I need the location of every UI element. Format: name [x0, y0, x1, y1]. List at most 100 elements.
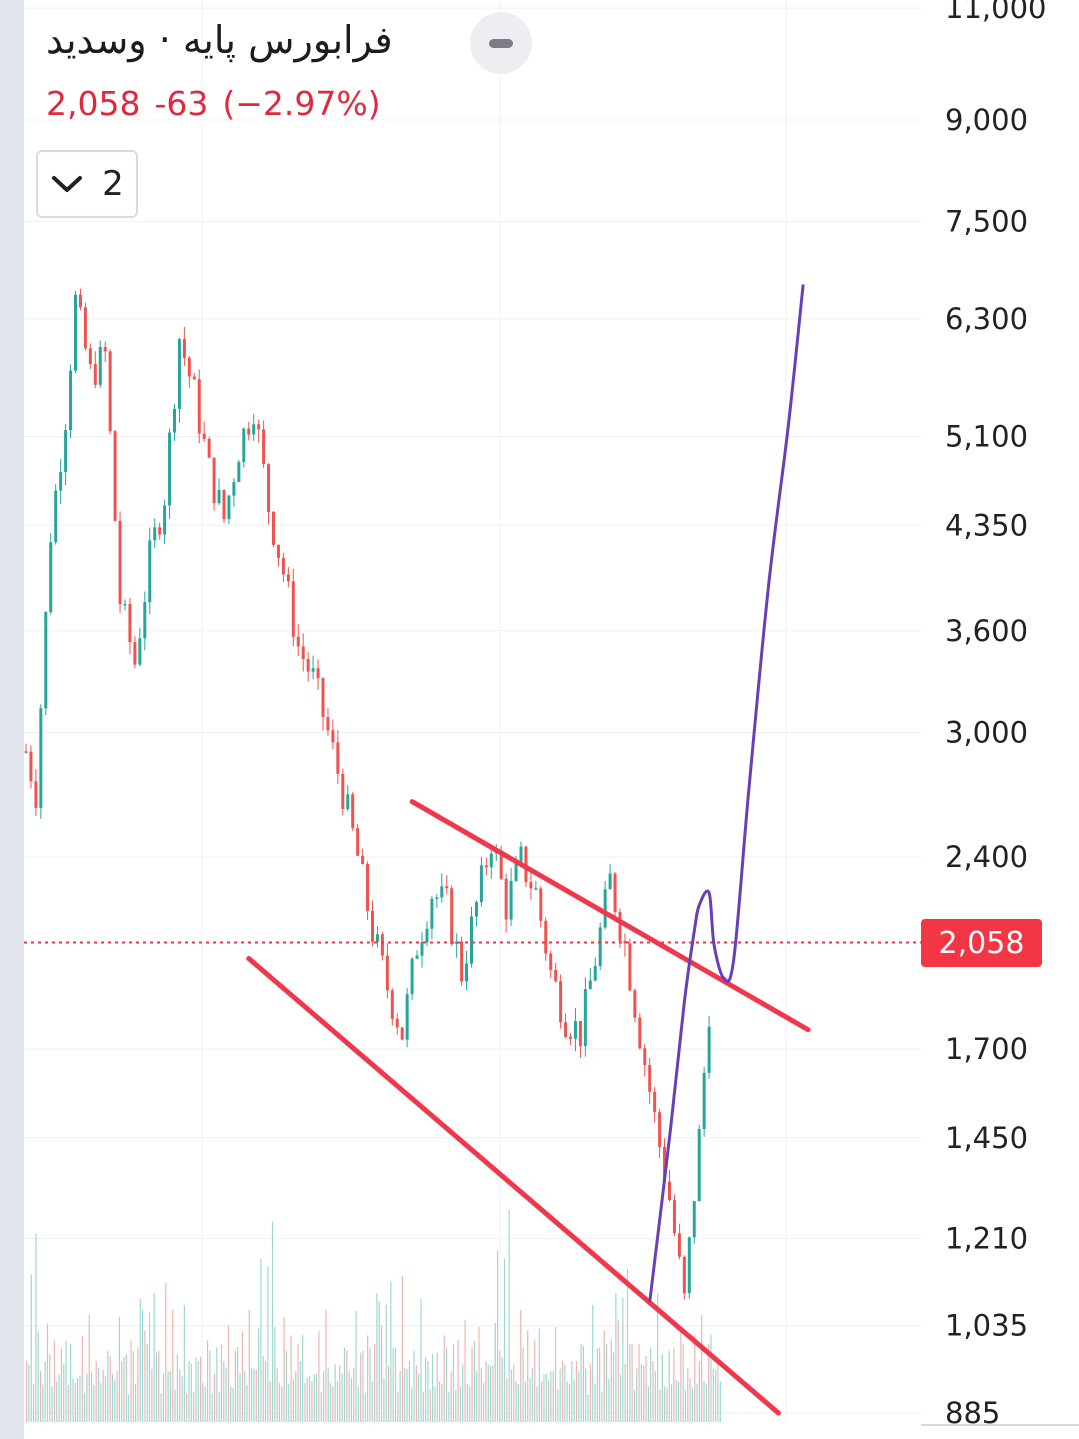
volume-bar: [406, 1368, 408, 1422]
volume-bar: [155, 1352, 158, 1422]
volume-bar: [480, 1367, 482, 1422]
candle: [242, 427, 246, 468]
volume-bar: [144, 1330, 146, 1422]
candle: [326, 708, 330, 736]
collapse-button[interactable]: [470, 12, 532, 74]
candle: [474, 900, 478, 927]
volume-bar: [369, 1347, 371, 1422]
candles: [24, 288, 711, 1300]
volume-bar: [292, 1379, 294, 1422]
candle: [301, 633, 305, 672]
volume-bar: [213, 1373, 216, 1422]
volume-bar: [304, 1383, 306, 1422]
volume-bar: [580, 1344, 582, 1422]
candle: [658, 1108, 662, 1158]
candle: [113, 429, 117, 522]
volume-bar: [51, 1386, 53, 1422]
candle: [559, 974, 563, 1029]
volume-bar: [297, 1344, 299, 1422]
volume-bar: [394, 1347, 397, 1422]
volume-bar: [608, 1378, 610, 1422]
indicator-toggle-button[interactable]: 2: [36, 150, 138, 218]
volume-bar: [160, 1393, 162, 1422]
candle: [405, 987, 409, 1048]
volume-bar: [56, 1381, 58, 1422]
volume-bar: [35, 1233, 37, 1422]
volume-bar: [459, 1386, 462, 1422]
volume-bar: [176, 1354, 178, 1422]
volume-bar: [573, 1379, 575, 1422]
projection-curve: [648, 284, 805, 1303]
y-tick-label: 1,210: [945, 1222, 1028, 1256]
volume-bar: [503, 1259, 506, 1422]
candle: [306, 652, 310, 682]
volume-bar: [211, 1393, 213, 1422]
volume-bar: [200, 1356, 202, 1422]
volume-bar: [673, 1348, 675, 1422]
candle: [371, 900, 374, 947]
volume-bar: [476, 1371, 478, 1422]
candle: [331, 719, 335, 750]
volume-bar: [510, 1369, 513, 1422]
volume-bar: [680, 1330, 682, 1422]
candle: [618, 908, 622, 948]
candle: [465, 950, 469, 991]
volume-bar: [183, 1304, 185, 1422]
y-tick-label: 5,100: [945, 420, 1028, 454]
candle: [608, 863, 612, 890]
candle: [529, 868, 533, 900]
volume-bar: [283, 1316, 285, 1422]
candle: [187, 356, 191, 388]
volume-bar: [118, 1316, 120, 1422]
candle: [321, 677, 325, 731]
volume-bar: [548, 1379, 550, 1422]
candle: [479, 856, 483, 907]
volume-bar: [499, 1350, 501, 1422]
candle: [212, 457, 216, 511]
candle: [103, 341, 107, 363]
volume-bar: [615, 1293, 617, 1422]
volume-bar: [190, 1363, 192, 1422]
last-price: 2,058: [46, 84, 141, 123]
candle: [262, 420, 266, 468]
candle: [549, 950, 553, 979]
volume-bar: [274, 1327, 276, 1422]
volume-bar: [645, 1355, 647, 1422]
candle: [182, 327, 186, 367]
volume-bar: [420, 1298, 422, 1422]
candle: [578, 1021, 582, 1058]
candle: [24, 743, 28, 754]
volume-bar: [248, 1310, 250, 1422]
y-tick-label: 3,600: [945, 614, 1028, 648]
candle: [539, 886, 543, 928]
volume-bar: [241, 1331, 243, 1422]
volume-bar: [464, 1320, 466, 1422]
volume-bar: [37, 1331, 39, 1422]
volume-bar: [717, 1364, 719, 1422]
candle: [316, 659, 320, 690]
volume-bar: [378, 1301, 380, 1422]
volume-bar: [81, 1335, 83, 1422]
y-tick-label: 2,400: [945, 840, 1028, 874]
volume-bar: [193, 1391, 195, 1422]
candle: [677, 1223, 681, 1260]
price-change: -63: [154, 84, 209, 123]
volume-bar: [531, 1367, 533, 1422]
volume-bar: [636, 1368, 638, 1422]
volume-bar: [343, 1347, 346, 1422]
candle: [375, 925, 379, 948]
candle: [252, 413, 256, 441]
volume-bar: [701, 1315, 703, 1422]
volume-bar: [90, 1371, 93, 1422]
candle: [29, 745, 33, 789]
volume-bar: [290, 1335, 292, 1422]
volume-bar: [316, 1373, 318, 1422]
volume-bar: [123, 1356, 125, 1422]
candle: [628, 938, 632, 992]
volume-bar: [561, 1361, 564, 1422]
volume-bar: [302, 1334, 304, 1422]
volume-bar: [404, 1367, 406, 1422]
volume-bar: [295, 1371, 297, 1422]
volume-bar: [457, 1339, 459, 1422]
